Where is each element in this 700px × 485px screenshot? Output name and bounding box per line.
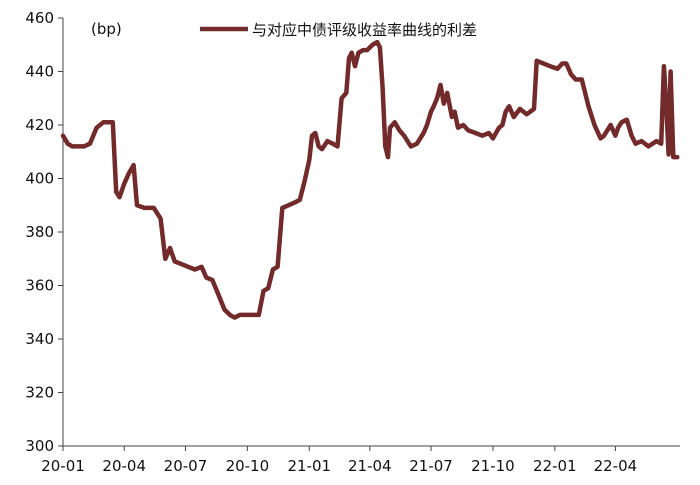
x-tick-label: 21-01 bbox=[287, 457, 331, 475]
y-tick-label: 360 bbox=[25, 277, 54, 295]
y-tick-label: 340 bbox=[25, 330, 54, 348]
y-tick-label: 320 bbox=[25, 384, 54, 402]
x-tick-label: 20-07 bbox=[164, 457, 208, 475]
x-tick-label: 22-01 bbox=[533, 457, 577, 475]
legend: 与对应中债评级收益率曲线的利差 bbox=[200, 21, 477, 39]
y-axis: 300 320 340 360 380 400 420 440 460 bbox=[25, 9, 64, 455]
x-tick-label: 20-04 bbox=[102, 457, 146, 475]
y-tick-label: 440 bbox=[25, 63, 54, 81]
x-tick-label: 20-10 bbox=[226, 457, 270, 475]
y-unit-label: (bp) bbox=[91, 20, 122, 38]
x-axis: 20-01 20-04 20-07 20-10 21-01 21-04 21-07 21-10… bbox=[41, 445, 680, 475]
y-tick-label: 460 bbox=[25, 9, 54, 27]
y-tick-label: 420 bbox=[25, 116, 54, 134]
y-tick-label: 380 bbox=[25, 223, 54, 241]
y-tick-label: 300 bbox=[25, 437, 54, 455]
x-tick-label: 22-04 bbox=[594, 457, 638, 475]
x-tick-label: 21-04 bbox=[348, 457, 392, 475]
x-tick-label: 21-07 bbox=[409, 457, 453, 475]
series-layer bbox=[60, 39, 680, 320]
x-tick-label: 20-01 bbox=[41, 457, 85, 475]
legend-label: 与对应中债评级收益率曲线的利差 bbox=[252, 21, 477, 39]
x-tick-label: 21-10 bbox=[471, 457, 515, 475]
y-tick-label: 400 bbox=[25, 170, 54, 188]
series-line bbox=[60, 39, 680, 320]
